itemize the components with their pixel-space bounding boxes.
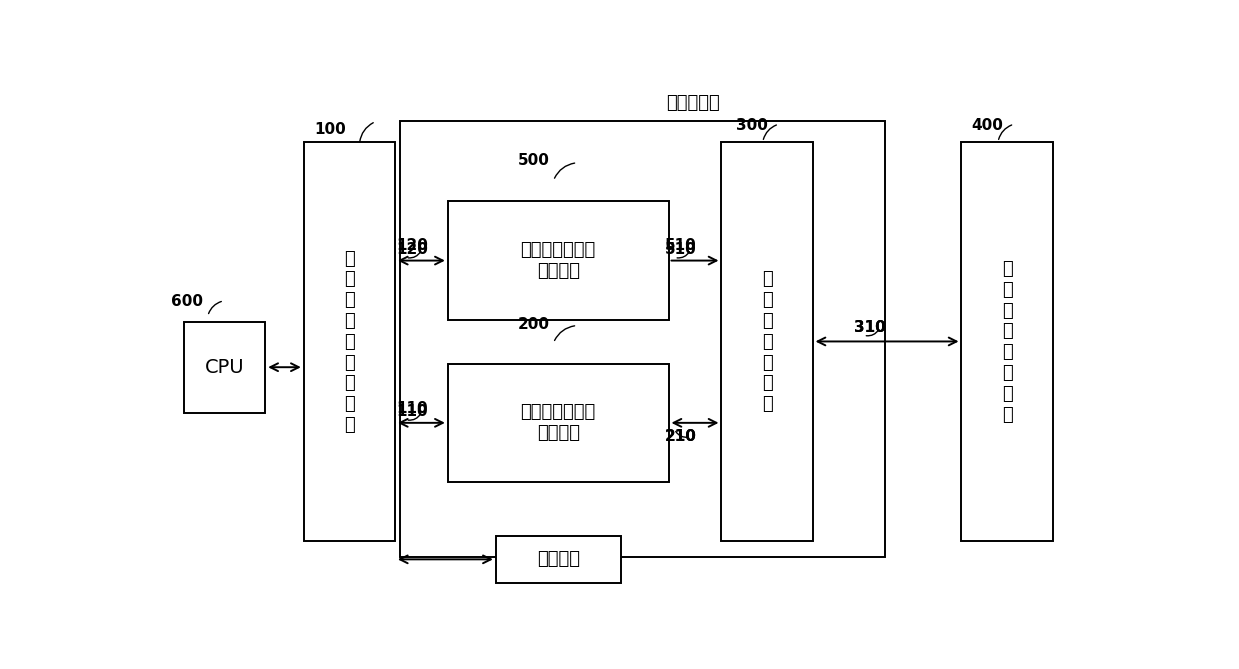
Text: 400: 400 bbox=[971, 118, 1004, 133]
Text: 120: 120 bbox=[396, 237, 429, 253]
Text: 其他设备: 其他设备 bbox=[536, 551, 580, 569]
Bar bbox=[721, 142, 813, 541]
Text: 存储器接口: 存储器接口 bbox=[665, 94, 720, 112]
Bar bbox=[447, 201, 669, 320]
Text: 510: 510 bbox=[665, 237, 698, 253]
Bar bbox=[400, 122, 885, 557]
Text: 510: 510 bbox=[665, 242, 698, 257]
Text: 串
行
非
易
失
存
储
器: 串 行 非 易 失 存 储 器 bbox=[1001, 260, 1012, 423]
Text: 串行非易失存储
器读模块: 串行非易失存储 器读模块 bbox=[520, 403, 596, 442]
Bar bbox=[496, 536, 621, 583]
Text: 100: 100 bbox=[315, 122, 347, 136]
Text: 串
行
总
线
选
择
器: 串 行 总 线 选 择 器 bbox=[762, 270, 772, 413]
Text: 片
上
系
统
总
线
控
制
器: 片 上 系 统 总 线 控 制 器 bbox=[344, 250, 354, 434]
Text: 310: 310 bbox=[855, 320, 886, 335]
Text: 300: 300 bbox=[736, 118, 768, 133]
Text: 110: 110 bbox=[396, 401, 427, 416]
Text: 210: 210 bbox=[665, 429, 698, 444]
Text: CPU: CPU bbox=[204, 358, 244, 377]
Text: 600: 600 bbox=[171, 294, 202, 309]
Bar bbox=[447, 364, 669, 482]
Text: 120: 120 bbox=[396, 242, 429, 257]
Text: 200: 200 bbox=[518, 318, 550, 332]
Bar bbox=[183, 322, 265, 413]
Bar bbox=[304, 142, 395, 541]
Text: 210: 210 bbox=[665, 429, 698, 444]
Text: 串行非易失存储
器控制器: 串行非易失存储 器控制器 bbox=[520, 242, 596, 280]
Text: 500: 500 bbox=[518, 153, 550, 168]
Bar bbox=[961, 142, 1053, 541]
Text: 110: 110 bbox=[396, 404, 427, 419]
Text: 310: 310 bbox=[855, 320, 886, 335]
